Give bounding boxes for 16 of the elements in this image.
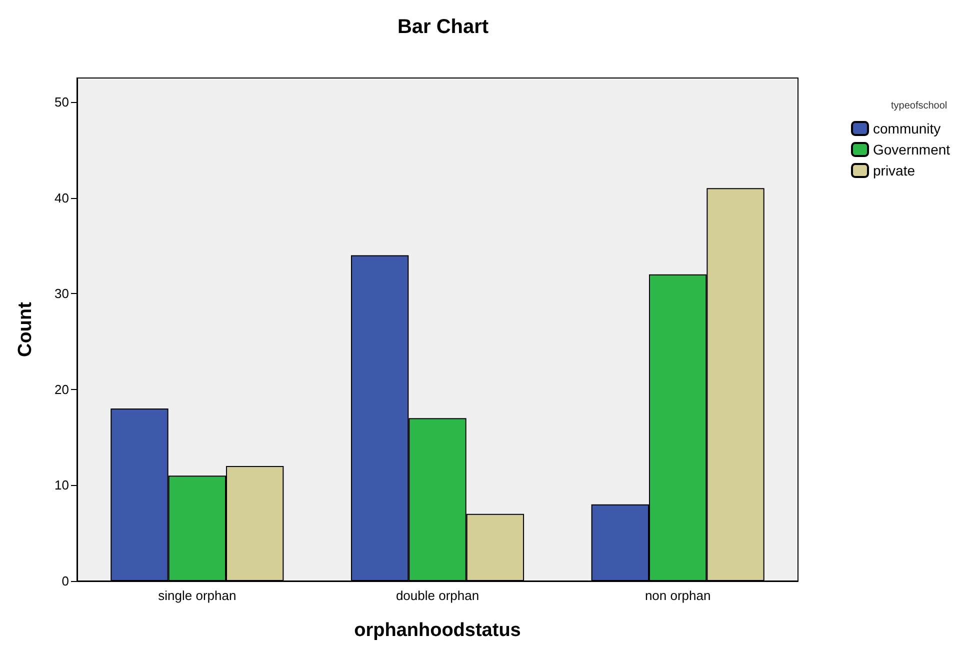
- x-tick-label: single orphan: [158, 588, 236, 603]
- y-axis-title: Count: [15, 301, 36, 357]
- y-tick-label: 40: [54, 190, 69, 206]
- x-axis-title: orphanhoodstatus: [354, 620, 521, 641]
- y-tick-label: 20: [54, 382, 69, 397]
- x-tick-label: double orphan: [396, 588, 480, 603]
- y-tick-label: 0: [62, 574, 69, 588]
- legend-title: typeofschool: [891, 100, 948, 112]
- y-tick-label: 30: [54, 286, 69, 302]
- legend-label: private: [873, 162, 916, 178]
- legend-label: Government: [873, 142, 950, 158]
- legend-label: community: [873, 120, 941, 136]
- y-tick-label: 50: [54, 94, 69, 110]
- x-tick-label: non orphan: [644, 588, 711, 603]
- y-tick-label: 10: [54, 478, 69, 493]
- chart-title: Bar Chart: [397, 16, 489, 38]
